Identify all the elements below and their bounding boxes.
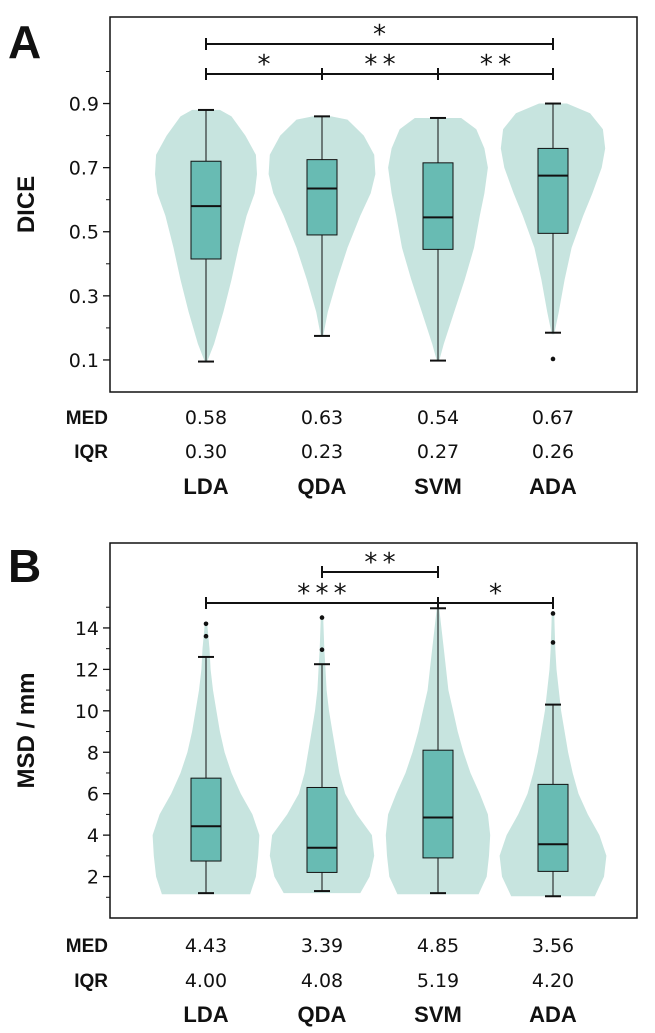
box-svm bbox=[422, 749, 454, 859]
stat-value: 0.27 bbox=[417, 441, 459, 463]
flier-lda-0 bbox=[203, 633, 209, 639]
x-category-label: LDA bbox=[183, 1002, 228, 1027]
y-tick-label: 0.7 bbox=[69, 158, 99, 180]
stat-value: 4.20 bbox=[532, 970, 574, 992]
stat-row-label: IQR bbox=[74, 442, 108, 463]
box-lda bbox=[190, 777, 222, 862]
flier-ada-1 bbox=[550, 611, 556, 616]
y-axis-label: MSD / mm bbox=[13, 672, 40, 788]
stat-row-label: MED bbox=[66, 936, 108, 957]
y-tick-label: 8 bbox=[87, 742, 99, 764]
x-category-label: LDA bbox=[183, 474, 228, 499]
y-tick-label: 12 bbox=[75, 659, 99, 681]
axes-frame bbox=[109, 16, 638, 393]
y-tick-label: 0.9 bbox=[69, 94, 99, 116]
y-tick-label: 10 bbox=[75, 701, 99, 723]
stat-value: 0.54 bbox=[417, 407, 459, 429]
flier-ada-0 bbox=[550, 640, 556, 645]
x-category-label: ADA bbox=[529, 1002, 577, 1027]
y-tick-label: 2 bbox=[87, 867, 99, 889]
significance-label: * * * bbox=[297, 579, 346, 609]
significance-label: * bbox=[489, 579, 502, 609]
y-tick-label: 0.3 bbox=[69, 286, 99, 308]
stat-value: 0.63 bbox=[301, 407, 343, 429]
y-tick-label: 6 bbox=[87, 784, 99, 806]
stat-value: 0.58 bbox=[185, 407, 227, 429]
panel-label: A bbox=[8, 16, 41, 68]
flier-ada-0 bbox=[550, 356, 556, 362]
x-category-label: ADA bbox=[529, 474, 577, 499]
box-ada bbox=[537, 147, 569, 234]
significance-label: * * bbox=[364, 50, 395, 80]
flier-qda-1 bbox=[319, 615, 325, 620]
y-tick-label: 14 bbox=[75, 618, 99, 640]
stat-row-label: MED bbox=[66, 408, 108, 429]
box-qda bbox=[306, 159, 338, 236]
box-svm bbox=[422, 162, 454, 250]
stat-value: 4.43 bbox=[185, 935, 227, 957]
box-lda bbox=[190, 160, 222, 260]
x-category-label: SVM bbox=[414, 474, 462, 499]
axes-frame bbox=[109, 542, 638, 919]
box-qda bbox=[306, 786, 338, 873]
panel-b: B MSD / mm 2 4 6 8 10 12 14 * * * * * * MED 4.43 3.39 4… bbox=[8, 540, 638, 1027]
stat-value: 0.23 bbox=[301, 441, 343, 463]
flier-qda-0 bbox=[319, 647, 325, 652]
y-tick-label: 4 bbox=[87, 825, 99, 847]
significance-label: * * bbox=[480, 50, 511, 80]
panel-label: B bbox=[8, 540, 41, 592]
stat-row-label: IQR bbox=[74, 971, 108, 992]
y-tick-label: 0.5 bbox=[69, 222, 99, 244]
x-category-label: QDA bbox=[298, 1002, 347, 1027]
box-ada bbox=[537, 783, 569, 872]
stat-value: 3.39 bbox=[301, 935, 343, 957]
stat-value: 4.00 bbox=[185, 970, 227, 992]
stat-value: 0.26 bbox=[532, 441, 574, 463]
x-category-label: QDA bbox=[298, 474, 347, 499]
significance-label: * bbox=[373, 20, 386, 50]
stat-value: 0.30 bbox=[185, 441, 227, 463]
stat-value: 4.08 bbox=[301, 970, 343, 992]
stat-value: 5.19 bbox=[417, 970, 459, 992]
stat-value: 0.67 bbox=[532, 407, 574, 429]
y-axis-label: DICE bbox=[13, 176, 40, 233]
y-tick-label: 0.1 bbox=[69, 350, 99, 372]
x-category-label: SVM bbox=[414, 1002, 462, 1027]
stat-value: 3.56 bbox=[532, 935, 574, 957]
flier-lda-1 bbox=[203, 621, 209, 627]
significance-label: * * bbox=[364, 548, 395, 578]
stat-value: 4.85 bbox=[417, 935, 459, 957]
significance-label: * bbox=[258, 50, 271, 80]
